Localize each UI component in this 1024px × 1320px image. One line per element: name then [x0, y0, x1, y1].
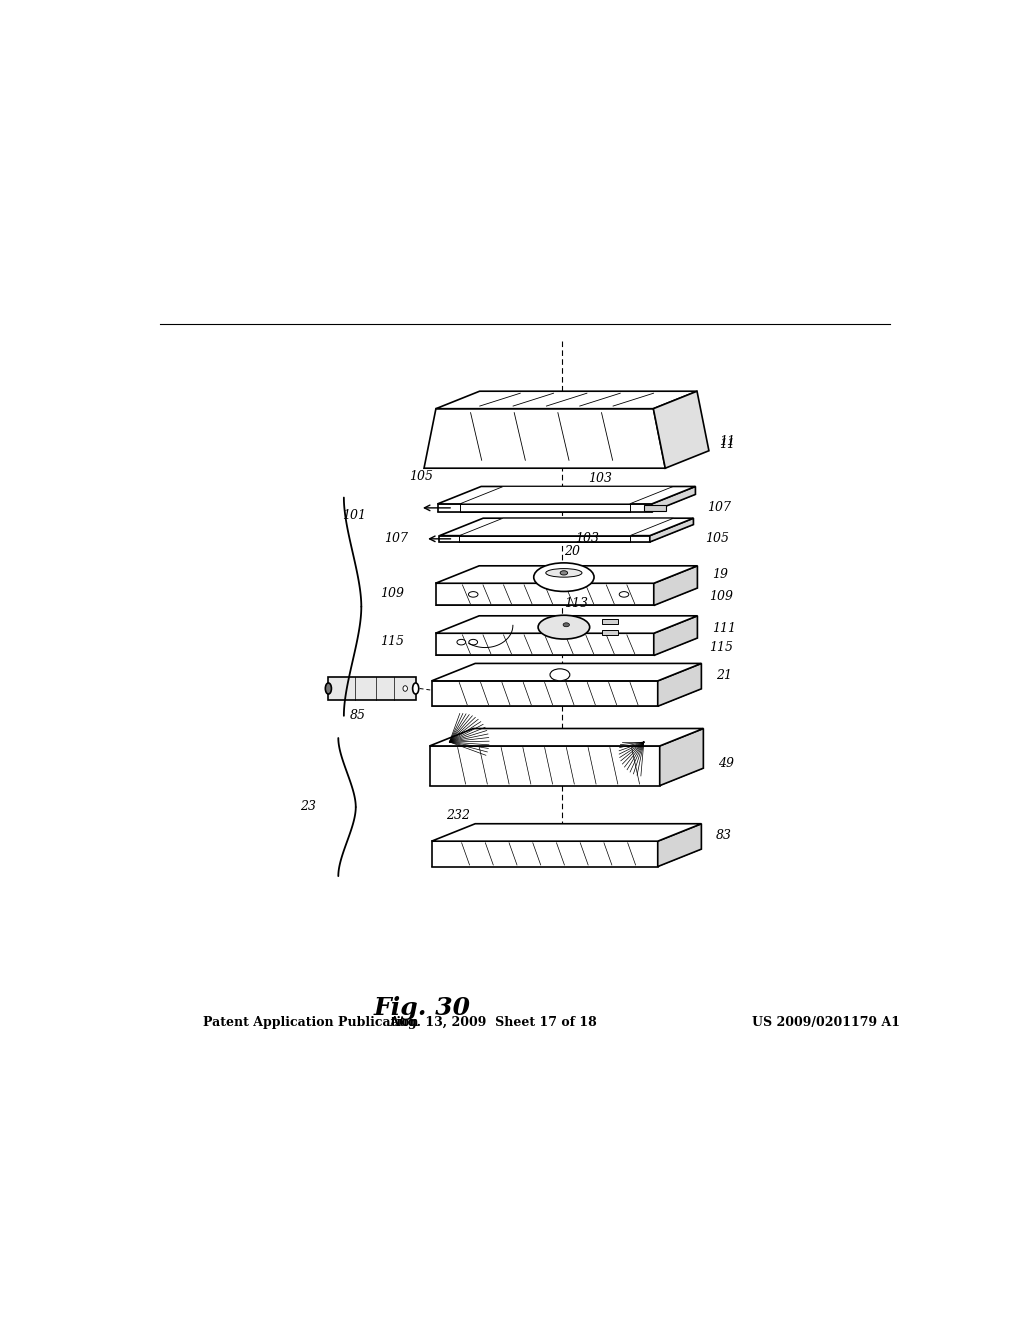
Polygon shape — [439, 524, 693, 543]
Polygon shape — [431, 664, 701, 681]
Polygon shape — [652, 487, 695, 512]
Ellipse shape — [403, 685, 408, 692]
Text: 11: 11 — [719, 434, 735, 447]
Text: US 2009/0201179 A1: US 2009/0201179 A1 — [753, 1015, 900, 1028]
Polygon shape — [435, 638, 697, 656]
Polygon shape — [430, 746, 659, 785]
Polygon shape — [431, 681, 657, 706]
Polygon shape — [430, 768, 703, 785]
Ellipse shape — [620, 591, 629, 597]
Polygon shape — [439, 536, 650, 543]
Polygon shape — [430, 729, 703, 746]
Ellipse shape — [469, 639, 477, 645]
Text: 11: 11 — [719, 438, 735, 451]
Text: 101: 101 — [342, 510, 367, 523]
Text: 115: 115 — [710, 642, 733, 655]
Text: Patent Application Publication: Patent Application Publication — [204, 1015, 419, 1028]
Polygon shape — [435, 616, 697, 634]
Polygon shape — [460, 519, 674, 536]
Text: 113: 113 — [564, 597, 589, 610]
Polygon shape — [329, 677, 416, 700]
Polygon shape — [657, 824, 701, 867]
Ellipse shape — [457, 639, 466, 645]
Polygon shape — [602, 631, 617, 635]
Ellipse shape — [326, 682, 332, 694]
Ellipse shape — [563, 623, 569, 627]
Polygon shape — [460, 487, 673, 504]
Text: 109: 109 — [380, 587, 403, 599]
Text: 23: 23 — [300, 800, 316, 813]
Text: 111: 111 — [712, 622, 735, 635]
Text: 107: 107 — [708, 502, 731, 515]
Polygon shape — [650, 519, 693, 543]
Ellipse shape — [550, 669, 569, 681]
Text: 103: 103 — [574, 532, 599, 545]
Polygon shape — [644, 506, 666, 511]
Polygon shape — [431, 824, 701, 841]
Polygon shape — [653, 566, 697, 606]
Polygon shape — [653, 616, 697, 656]
Polygon shape — [659, 729, 703, 785]
Polygon shape — [435, 566, 697, 583]
Text: 105: 105 — [706, 532, 729, 545]
Polygon shape — [657, 664, 701, 706]
Polygon shape — [602, 619, 617, 624]
Polygon shape — [437, 504, 652, 512]
Text: 85: 85 — [350, 709, 367, 722]
Text: 115: 115 — [380, 635, 403, 648]
Polygon shape — [435, 634, 653, 656]
Text: 103: 103 — [588, 473, 612, 484]
Text: 49: 49 — [718, 758, 733, 771]
Text: 83: 83 — [716, 829, 732, 842]
Polygon shape — [437, 495, 695, 512]
Text: Fig. 30: Fig. 30 — [374, 995, 471, 1020]
Text: 107: 107 — [384, 532, 408, 545]
Ellipse shape — [468, 591, 478, 597]
Ellipse shape — [538, 615, 590, 639]
Text: 21: 21 — [716, 669, 732, 682]
Polygon shape — [431, 841, 657, 867]
Text: 20: 20 — [564, 545, 581, 558]
Polygon shape — [431, 689, 701, 706]
Text: Aug. 13, 2009  Sheet 17 of 18: Aug. 13, 2009 Sheet 17 of 18 — [389, 1015, 597, 1028]
Text: 105: 105 — [410, 470, 433, 483]
Polygon shape — [435, 583, 653, 606]
Text: 109: 109 — [710, 590, 733, 603]
Polygon shape — [435, 587, 697, 606]
Ellipse shape — [546, 569, 582, 577]
Polygon shape — [437, 487, 695, 504]
Polygon shape — [439, 519, 693, 536]
Polygon shape — [424, 409, 666, 469]
Polygon shape — [431, 849, 701, 867]
Polygon shape — [436, 391, 697, 409]
Text: 19: 19 — [712, 568, 728, 581]
Ellipse shape — [560, 570, 567, 576]
Ellipse shape — [534, 562, 594, 591]
Text: 232: 232 — [445, 809, 470, 822]
Ellipse shape — [413, 682, 419, 694]
Polygon shape — [653, 391, 709, 469]
